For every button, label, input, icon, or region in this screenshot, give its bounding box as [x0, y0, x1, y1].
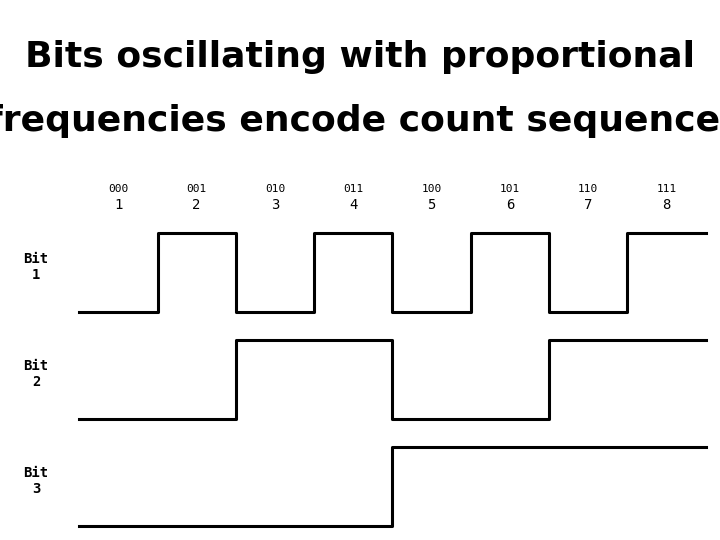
Text: 111: 111 — [657, 184, 677, 194]
Text: 3: 3 — [271, 198, 279, 212]
Text: 101: 101 — [500, 184, 520, 194]
Text: 100: 100 — [421, 184, 441, 194]
Text: 2: 2 — [192, 198, 201, 212]
Text: 5: 5 — [428, 198, 436, 212]
Text: Bit
1: Bit 1 — [24, 252, 48, 282]
Text: 1: 1 — [114, 198, 122, 212]
Text: 011: 011 — [343, 184, 364, 194]
Text: Bit
3: Bit 3 — [24, 466, 48, 496]
Text: frequencies encode count sequence.: frequencies encode count sequence. — [0, 105, 720, 138]
Text: 4: 4 — [349, 198, 357, 212]
Text: 001: 001 — [186, 184, 207, 194]
Text: 010: 010 — [265, 184, 285, 194]
Text: Bit
2: Bit 2 — [24, 359, 48, 389]
Text: Bits oscillating with proportional: Bits oscillating with proportional — [25, 40, 695, 73]
Text: 7: 7 — [584, 198, 593, 212]
Text: 000: 000 — [108, 184, 128, 194]
Text: 6: 6 — [505, 198, 514, 212]
Text: 110: 110 — [578, 184, 598, 194]
Text: 8: 8 — [662, 198, 670, 212]
